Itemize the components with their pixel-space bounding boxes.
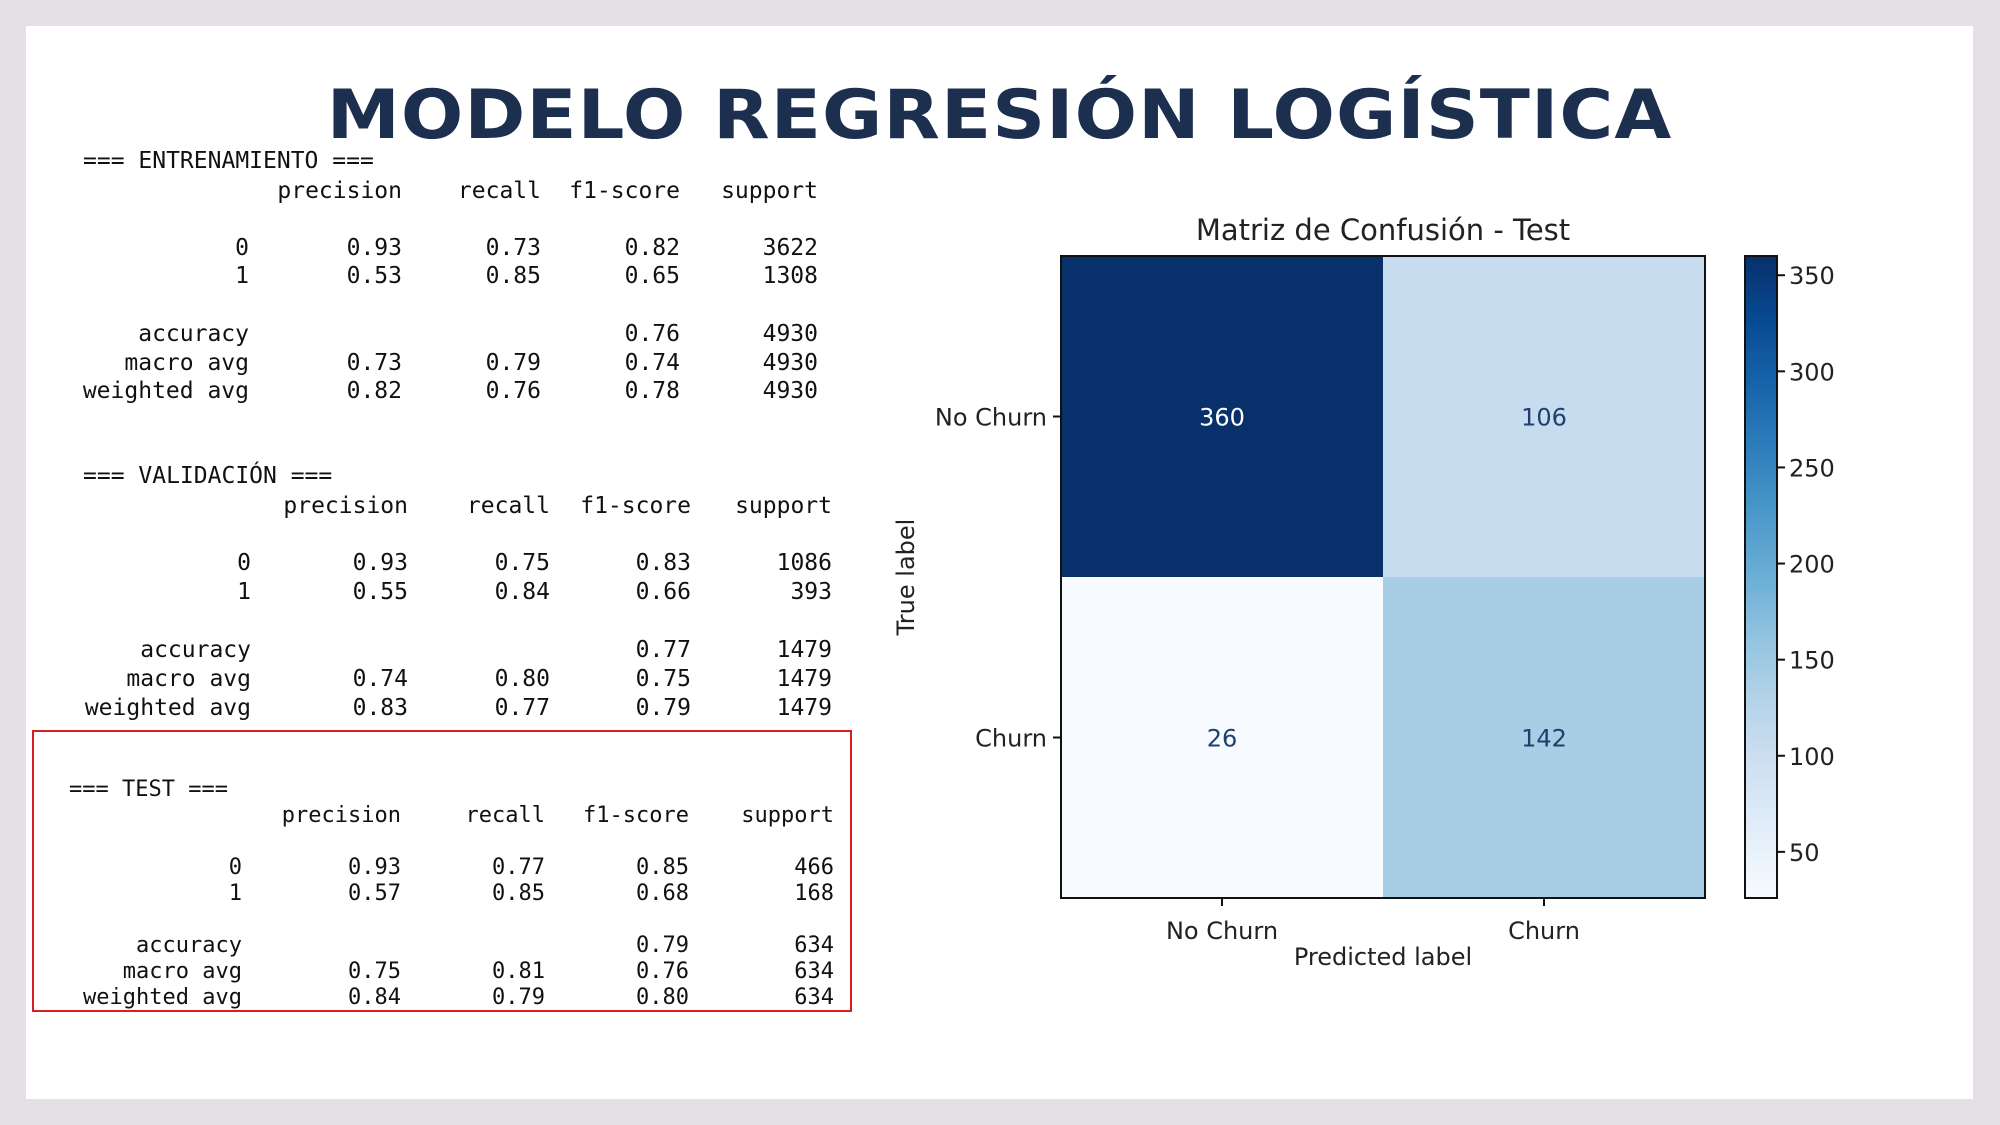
metric-value: 0.73 bbox=[485, 235, 541, 261]
metric-value: 0.80 bbox=[636, 985, 689, 1010]
metric-value: 0.76 bbox=[485, 378, 541, 404]
test-report-header: === TEST === bbox=[69, 777, 228, 802]
row-label: macro avg bbox=[126, 666, 251, 692]
metric-value: 0.81 bbox=[492, 959, 545, 984]
column-header: precision bbox=[283, 493, 408, 519]
metric-value: 0.73 bbox=[346, 350, 402, 376]
metric-value: 0.84 bbox=[494, 579, 550, 605]
metric-value: 4930 bbox=[762, 378, 818, 404]
row-label: 0 bbox=[237, 550, 251, 576]
metric-value: 0.75 bbox=[494, 550, 550, 576]
metric-value: 0.74 bbox=[352, 666, 408, 692]
metric-value: 0.76 bbox=[636, 959, 689, 984]
row-label: accuracy bbox=[140, 637, 251, 663]
metric-value: 0.75 bbox=[348, 959, 401, 984]
metric-value: 0.76 bbox=[624, 321, 680, 347]
column-header: f1-score bbox=[569, 178, 680, 204]
metric-value: 1479 bbox=[776, 666, 832, 692]
row-label: 0 bbox=[235, 235, 249, 261]
metric-value: 1479 bbox=[776, 637, 832, 663]
column-header: support bbox=[735, 493, 832, 519]
metric-value: 4930 bbox=[762, 321, 818, 347]
row-label: 1 bbox=[228, 881, 242, 906]
train-report-header: === ENTRENAMIENTO === bbox=[83, 148, 374, 174]
metric-value: 4930 bbox=[762, 350, 818, 376]
metric-value: 0.65 bbox=[624, 263, 680, 289]
row-label: accuracy bbox=[136, 933, 242, 958]
metric-value: 466 bbox=[794, 855, 834, 880]
metric-value: 0.83 bbox=[635, 550, 691, 576]
metric-value: 0.79 bbox=[492, 985, 545, 1010]
metric-value: 0.82 bbox=[624, 235, 680, 261]
metric-value: 634 bbox=[794, 933, 834, 958]
metric-value: 0.82 bbox=[346, 378, 402, 404]
row-label: 1 bbox=[237, 579, 251, 605]
validation-report-header: === VALIDACIÓN === bbox=[83, 463, 333, 489]
metric-value: 0.80 bbox=[494, 666, 550, 692]
column-header: recall bbox=[466, 493, 550, 519]
metric-value: 0.66 bbox=[635, 579, 691, 605]
column-header: precision bbox=[281, 803, 401, 828]
metric-value: 1308 bbox=[762, 263, 818, 289]
column-header: support bbox=[741, 803, 834, 828]
metric-value: 0.68 bbox=[636, 881, 689, 906]
metric-value: 168 bbox=[794, 881, 834, 906]
row-label: 1 bbox=[235, 263, 249, 289]
column-header: f1-score bbox=[583, 803, 689, 828]
metric-value: 0.85 bbox=[485, 263, 541, 289]
metric-value: 0.53 bbox=[346, 263, 402, 289]
metric-value: 0.79 bbox=[635, 695, 691, 721]
column-header: precision bbox=[277, 178, 402, 204]
metric-value: 0.77 bbox=[635, 637, 691, 663]
metric-value: 0.84 bbox=[348, 985, 401, 1010]
metric-value: 0.75 bbox=[635, 666, 691, 692]
column-header: support bbox=[721, 178, 818, 204]
metric-value: 634 bbox=[794, 959, 834, 984]
metric-value: 1086 bbox=[776, 550, 832, 576]
row-label: 0 bbox=[228, 855, 242, 880]
slide-title: MODELO REGRESIÓN LOGÍSTICA bbox=[326, 76, 1673, 155]
metric-value: 0.93 bbox=[346, 235, 402, 261]
metric-value: 0.93 bbox=[352, 550, 408, 576]
metric-value: 0.85 bbox=[492, 881, 545, 906]
metric-value: 0.77 bbox=[494, 695, 550, 721]
metric-value: 1479 bbox=[776, 695, 832, 721]
metric-value: 0.79 bbox=[485, 350, 541, 376]
metric-value: 393 bbox=[790, 579, 832, 605]
row-label: accuracy bbox=[138, 321, 249, 347]
row-label: weighted avg bbox=[82, 378, 249, 404]
metric-value: 0.77 bbox=[492, 855, 545, 880]
metric-value: 3622 bbox=[762, 235, 818, 261]
column-header: recall bbox=[465, 803, 545, 828]
metric-value: 0.57 bbox=[348, 881, 401, 906]
column-header: f1-score bbox=[580, 493, 691, 519]
metric-value: 0.85 bbox=[636, 855, 689, 880]
row-label: macro avg bbox=[124, 350, 249, 376]
row-label: weighted avg bbox=[84, 695, 251, 721]
metric-value: 0.93 bbox=[348, 855, 401, 880]
test-highlight-box bbox=[32, 730, 852, 1012]
column-header: recall bbox=[457, 178, 541, 204]
metric-value: 0.55 bbox=[352, 579, 408, 605]
metric-value: 634 bbox=[794, 985, 834, 1010]
row-label: weighted avg bbox=[83, 985, 242, 1010]
metric-value: 0.83 bbox=[352, 695, 408, 721]
metric-value: 0.74 bbox=[624, 350, 680, 376]
metric-value: 0.79 bbox=[636, 933, 689, 958]
row-label: macro avg bbox=[122, 959, 242, 984]
metric-value: 0.78 bbox=[624, 378, 680, 404]
